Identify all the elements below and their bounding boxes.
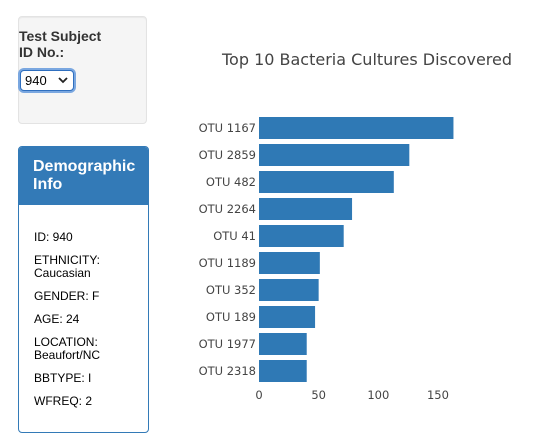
demo-id: ID: 940: [34, 230, 73, 244]
bar-otu-1977[interactable]: [259, 333, 307, 355]
bar-otu-1167[interactable]: [259, 117, 454, 139]
chevron-down-icon: [56, 77, 70, 84]
subject-selector-label: Test Subject ID No.:: [19, 28, 102, 60]
demographic-info-panel: Demographic Info ID: 940 ETHNICITY: Cauc…: [18, 146, 149, 433]
x-tick-label: 50: [311, 388, 326, 402]
bar-otu-189[interactable]: [259, 306, 316, 328]
bar-otu-352[interactable]: [259, 279, 319, 301]
demo-gender: GENDER: F: [34, 289, 100, 303]
demo-location: LOCATION: Beaufort/NC: [34, 335, 101, 362]
bar-otu-482[interactable]: [259, 171, 394, 193]
bar-otu-41[interactable]: [259, 225, 344, 247]
chart-title: Top 10 Bacteria Cultures Discovered: [221, 50, 513, 69]
demo-age: AGE: 24: [34, 312, 80, 326]
bar-otu-1189[interactable]: [259, 252, 320, 274]
y-tick-label: OTU 1977: [199, 337, 256, 351]
bar-otu-2264[interactable]: [259, 198, 353, 220]
demo-wfreq: WFREQ: 2: [34, 394, 93, 408]
demo-bbtype: BBTYPE: I: [34, 371, 92, 385]
x-tick-label: 100: [367, 388, 389, 402]
y-tick-label: OTU 482: [206, 175, 256, 189]
y-tick-label: OTU 1167: [199, 121, 256, 135]
subject-id-value: 940: [25, 73, 47, 88]
y-tick-label: OTU 2264: [199, 202, 256, 216]
x-tick-label: 0: [255, 388, 262, 402]
y-tick-label: OTU 41: [213, 229, 256, 243]
subject-id-dropdown[interactable]: 940: [20, 70, 74, 91]
y-tick-label: OTU 2318: [199, 364, 256, 378]
bar-otu-2318[interactable]: [259, 360, 307, 382]
bar-otu-2859[interactable]: [259, 144, 410, 166]
x-tick-label: 150: [427, 388, 449, 402]
demographic-info-body: ID: 940 ETHNICITY: Caucasian GENDER: F A…: [19, 205, 148, 408]
demographic-info-heading: Demographic Info: [19, 147, 148, 205]
y-tick-label: OTU 352: [206, 283, 256, 297]
y-tick-label: OTU 189: [206, 310, 256, 324]
demo-ethnicity: ETHNICITY: Caucasian: [34, 253, 101, 280]
y-tick-label: OTU 2859: [199, 148, 256, 162]
y-tick-label: OTU 1189: [199, 256, 256, 270]
